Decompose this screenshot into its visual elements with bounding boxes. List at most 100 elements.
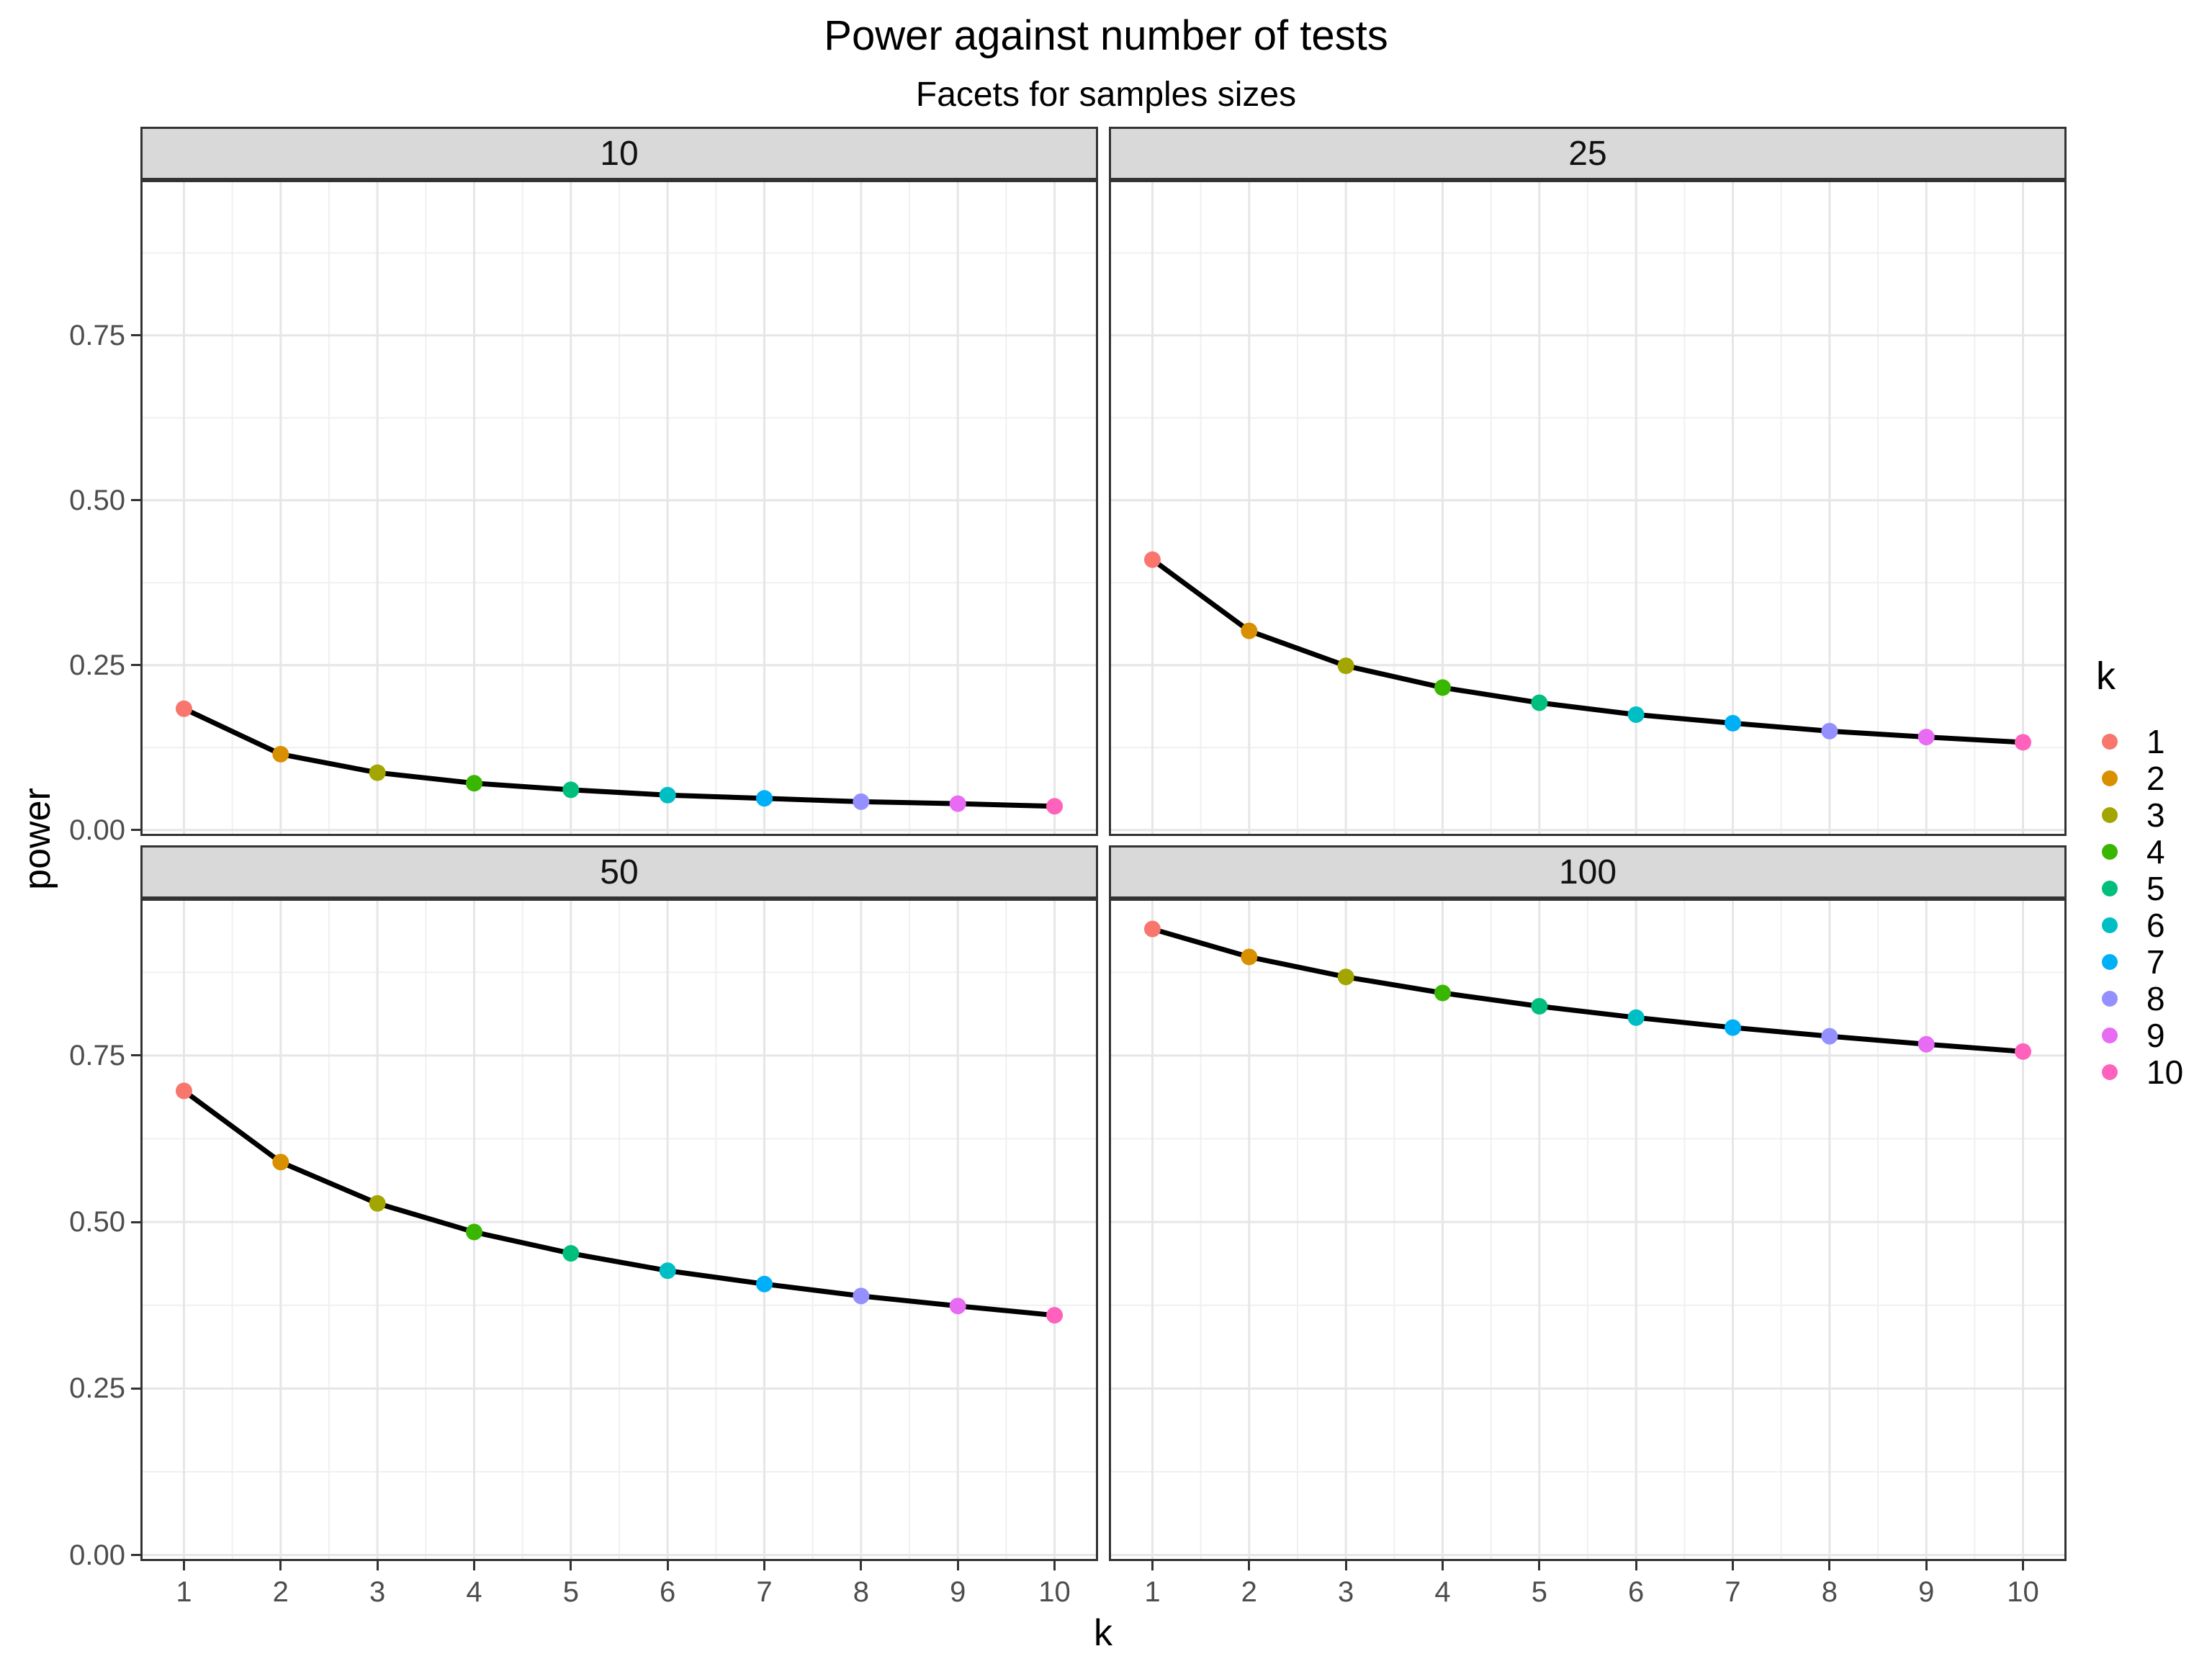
- legend-item-2: 2: [2085, 760, 2211, 796]
- data-point-n25-k6: [1627, 706, 1645, 723]
- legend-swatch-icon: [2102, 733, 2118, 750]
- x-tick-mark: [472, 1561, 475, 1570]
- legend-swatch-icon: [2102, 880, 2118, 896]
- y-tick-mark: [131, 1054, 140, 1057]
- data-point-n50-k9: [949, 1298, 966, 1315]
- data-point-n100-k1: [1143, 920, 1161, 938]
- x-tick-mark: [860, 1561, 863, 1570]
- data-point-n50-k5: [562, 1245, 580, 1262]
- legend-swatch-icon: [2102, 990, 2118, 1007]
- y-tick-label: 0.25: [69, 1372, 125, 1405]
- x-tick-mark: [1828, 1561, 1831, 1570]
- y-tick-mark: [131, 334, 140, 337]
- y-tick-label: 0.75: [69, 319, 125, 351]
- power-curve-100: [1151, 926, 2023, 1054]
- legend-label: 8: [2146, 979, 2165, 1017]
- data-point-n50-k3: [369, 1195, 386, 1212]
- data-point-n10-k8: [853, 793, 870, 810]
- x-tick-mark: [1248, 1561, 1251, 1570]
- facet-panel-25: [1109, 180, 2067, 836]
- x-tick-mark: [279, 1561, 282, 1570]
- y-tick-mark: [131, 664, 140, 667]
- data-point-n50-k1: [175, 1082, 192, 1100]
- x-tick-mark: [1732, 1561, 1734, 1570]
- x-tick-mark: [1151, 1561, 1154, 1570]
- x-tick-label: 8: [1821, 1576, 1838, 1608]
- legend-items: 1 2 3 4 5 6 7 8 9 10: [2085, 723, 2211, 1090]
- x-tick-label: 1: [176, 1576, 192, 1608]
- legend-item-8: 8: [2085, 980, 2211, 1017]
- facet-plot-50: [140, 899, 1098, 1561]
- y-tick-mark: [131, 1387, 140, 1390]
- facet-panel-100: [1109, 899, 2067, 1561]
- data-point-n100-k10: [2015, 1043, 2032, 1060]
- facet-strip-label: 50: [600, 853, 639, 891]
- legend-label: 2: [2146, 759, 2165, 797]
- data-point-n10-k9: [949, 795, 966, 812]
- x-tick-label: 6: [1628, 1576, 1645, 1608]
- x-tick-mark: [956, 1561, 959, 1570]
- facet-strip-25: 25: [1109, 127, 2067, 180]
- power-curve-10: [182, 706, 1055, 809]
- legend-title: k: [2096, 655, 2116, 698]
- legend-swatch-icon: [2102, 953, 2118, 970]
- y-tick-label: 0.75: [69, 1039, 125, 1071]
- panel-border: [140, 899, 1098, 1561]
- x-tick-label: 5: [1531, 1576, 1547, 1608]
- x-tick-mark: [1538, 1561, 1541, 1570]
- data-point-n25-k9: [1917, 729, 1935, 746]
- legend-swatch-icon: [2102, 1064, 2118, 1080]
- legend-label: 5: [2146, 869, 2165, 907]
- data-point-n10-k7: [756, 790, 773, 807]
- legend-label: 6: [2146, 906, 2165, 944]
- facet-strip-10: 10: [140, 127, 1098, 180]
- legend-label: 1: [2146, 722, 2165, 760]
- facet-strip-label: 100: [1558, 853, 1617, 891]
- data-point-n50-k6: [659, 1262, 676, 1280]
- x-tick-label: 6: [660, 1576, 676, 1608]
- data-point-n10-k3: [369, 764, 386, 781]
- y-tick-mark: [131, 1554, 140, 1557]
- legend-label: 9: [2146, 1016, 2165, 1054]
- data-point-n50-k8: [853, 1287, 870, 1305]
- x-tick-label: 2: [1241, 1576, 1257, 1608]
- y-tick-mark: [131, 1220, 140, 1223]
- data-point-n100-k5: [1531, 997, 1548, 1015]
- data-point-n10-k6: [659, 786, 676, 804]
- x-tick-label: 10: [1038, 1576, 1071, 1608]
- facet-plot-100: [1109, 899, 2067, 1561]
- legend-label: 7: [2146, 943, 2165, 981]
- data-point-n25-k1: [1143, 551, 1161, 568]
- data-point-n25-k2: [1241, 622, 1258, 639]
- data-point-n50-k10: [1046, 1307, 1064, 1324]
- legend-label: 4: [2146, 832, 2165, 871]
- legend-swatch-icon: [2102, 770, 2118, 786]
- x-axis-title: k: [1094, 1612, 1112, 1654]
- legend-label: 3: [2146, 796, 2165, 834]
- x-tick-label: 2: [272, 1576, 289, 1608]
- data-point-n100-k6: [1627, 1009, 1645, 1026]
- legend-swatch-icon: [2102, 806, 2118, 823]
- data-point-n100-k8: [1821, 1028, 1838, 1045]
- x-tick-label: 4: [466, 1576, 482, 1608]
- data-point-n25-k7: [1725, 714, 1742, 732]
- legend-item-6: 6: [2085, 907, 2211, 943]
- x-tick-mark: [666, 1561, 669, 1570]
- data-point-n100-k4: [1434, 984, 1451, 1002]
- legend-swatch-icon: [2102, 917, 2118, 933]
- data-point-n50-k4: [465, 1223, 482, 1241]
- data-point-n25-k10: [2015, 734, 2032, 751]
- data-point-n10-k10: [1046, 798, 1064, 815]
- legend-item-4: 4: [2085, 833, 2211, 870]
- data-point-n50-k2: [272, 1154, 289, 1171]
- data-point-n25-k3: [1337, 657, 1354, 675]
- data-point-n100-k2: [1241, 948, 1258, 966]
- data-point-n10-k2: [272, 745, 289, 763]
- facet-plot-25: [1109, 180, 2067, 836]
- data-point-n100-k3: [1337, 968, 1354, 986]
- x-tick-mark: [763, 1561, 765, 1570]
- x-tick-label: 3: [369, 1576, 386, 1608]
- x-tick-label: 3: [1338, 1576, 1354, 1608]
- facet-strip-50: 50: [140, 845, 1098, 899]
